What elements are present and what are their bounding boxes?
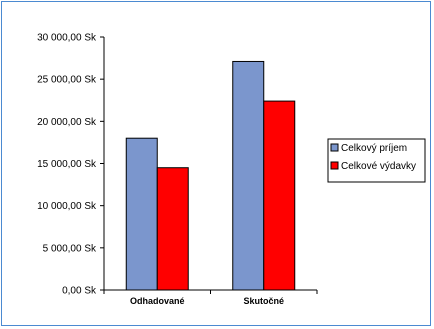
y-axis: 0,00 Sk 5 000,00 Sk 10 000,00 Sk 15 000,00 … [37,33,105,297]
bar [156,167,189,291]
y-tick-label: 10 000,00 Sk [37,201,97,212]
legend-swatch [330,143,339,152]
y-tick-label: 5 000,00 Sk [43,243,97,254]
bar [263,100,296,291]
y-tick-label: 30 000,00 Sk [37,33,97,44]
bar [232,60,265,291]
y-tick-label: 20 000,00 Sk [37,117,97,128]
legend: Celkový príjem Celkové výdavky [327,138,426,183]
bar [125,137,158,291]
x-tick-label: Odhadované [130,296,185,306]
x-tick-label: Skutočné [243,296,284,306]
legend-label: Celkové výdavky [341,161,416,172]
x-axis: Odhadované Skutočné [103,289,318,306]
y-tick-label: 25 000,00 Sk [37,75,97,86]
legend-swatch [330,161,339,170]
y-tick-label: 15 000,00 Sk [37,159,97,170]
legend-box [327,138,426,183]
y-tick-label: 0,00 Sk [62,286,97,297]
legend-label: Celkový príjem [341,143,407,154]
bars [125,60,296,291]
